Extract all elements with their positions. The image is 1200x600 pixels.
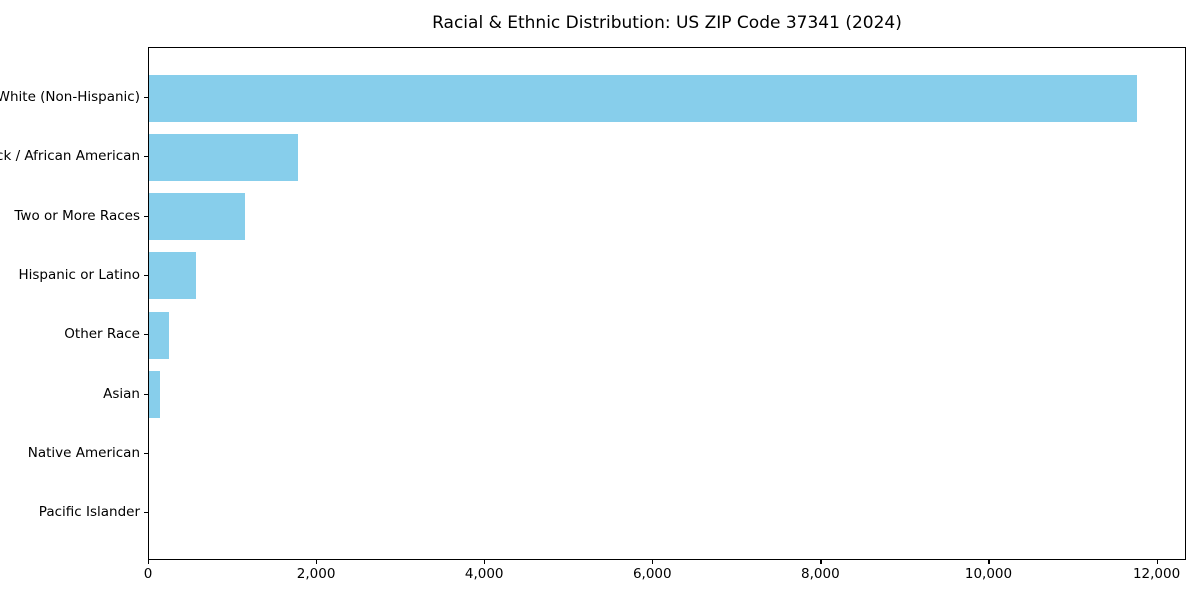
x-tick-mark bbox=[316, 560, 318, 564]
x-tick-label: 10,000 bbox=[964, 566, 1013, 582]
x-tick-mark bbox=[148, 560, 150, 564]
x-tick-label: 4,000 bbox=[464, 566, 504, 582]
bar-white-non-hispanic- bbox=[149, 74, 1138, 122]
y-tick-mark bbox=[144, 334, 148, 336]
x-tick-label: 8,000 bbox=[801, 566, 840, 582]
y-tick-label: Pacific Islander bbox=[38, 504, 140, 521]
y-tick-mark bbox=[144, 215, 148, 217]
x-tick-label: 2,000 bbox=[296, 566, 336, 582]
y-tick-mark bbox=[144, 274, 148, 277]
y-tick-mark bbox=[144, 156, 148, 158]
chart-title: Racial & Ethnic Distribution: US ZIP Cod… bbox=[432, 13, 902, 33]
y-tick-label: Hispanic or Latino bbox=[18, 266, 140, 283]
y-tick-label: Other Race bbox=[64, 326, 140, 343]
x-tick-mark bbox=[484, 560, 486, 564]
y-tick-mark bbox=[144, 512, 148, 514]
bar-other-race bbox=[149, 311, 170, 359]
plot-area bbox=[148, 47, 1186, 560]
x-tick-mark bbox=[820, 560, 822, 564]
x-tick-label: 6,000 bbox=[632, 566, 672, 582]
y-tick-label: Black / African American bbox=[0, 148, 140, 165]
bar-asian bbox=[149, 371, 161, 418]
y-tick-mark bbox=[144, 452, 148, 454]
x-tick-label: 12,000 bbox=[1132, 566, 1181, 582]
y-axis-labels: White (Non-Hispanic) Black / African Amer… bbox=[0, 47, 140, 560]
x-tick-mark bbox=[988, 560, 990, 564]
y-tick-mark bbox=[144, 97, 148, 99]
y-tick-label: White (Non-Hispanic) bbox=[0, 89, 140, 105]
x-tick-mark bbox=[1156, 560, 1158, 564]
y-tick-mark bbox=[144, 393, 148, 395]
bar-hispanic-or-latino bbox=[149, 252, 197, 300]
y-tick-label: Two or More Races bbox=[14, 207, 140, 224]
bar-black-african-american bbox=[149, 133, 298, 181]
x-tick-mark bbox=[652, 560, 654, 564]
y-tick-label: Native American bbox=[27, 444, 140, 461]
bar-two-or-more-races bbox=[149, 193, 245, 241]
y-tick-label: Asian bbox=[103, 385, 140, 402]
x-tick-label: 0 bbox=[143, 566, 153, 582]
